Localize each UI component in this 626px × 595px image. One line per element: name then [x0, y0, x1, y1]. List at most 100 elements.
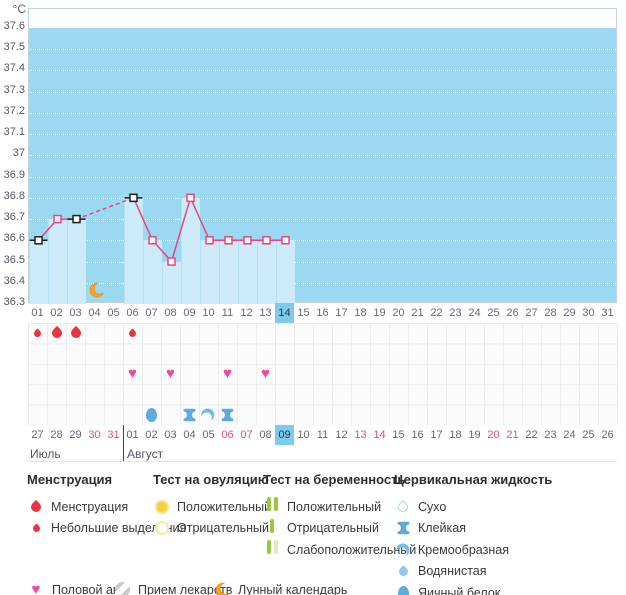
- temperature-plot-area[interactable]: [28, 8, 617, 304]
- cervical-eggwhite-icon: [397, 585, 409, 595]
- cycle-day-27[interactable]: 27: [525, 307, 538, 319]
- calendar-date-Август-16[interactable]: 16: [411, 429, 424, 441]
- cycle-day-10[interactable]: 10: [202, 307, 215, 319]
- calendar-date-Июль-28[interactable]: 28: [50, 429, 63, 441]
- cycle-day-13[interactable]: 13: [259, 307, 272, 319]
- lunar-calendar-icon: [88, 282, 106, 300]
- menstruation-day-3: [66, 323, 85, 343]
- cycle-day-22[interactable]: 22: [430, 307, 443, 319]
- temp-point-day-14[interactable]: [281, 236, 290, 245]
- temp-point-day-13[interactable]: [262, 236, 271, 245]
- temp-point-day-8[interactable]: [167, 257, 176, 266]
- cycle-day-06[interactable]: 06: [126, 307, 139, 319]
- cycle-day-16[interactable]: 16: [316, 307, 329, 319]
- cycle-day-03[interactable]: 03: [69, 307, 82, 319]
- cycle-day-28[interactable]: 28: [544, 307, 557, 319]
- cycle-day-17[interactable]: 17: [335, 307, 348, 319]
- cycle-day-07[interactable]: 07: [145, 307, 158, 319]
- calendar-date-Август-22[interactable]: 22: [525, 429, 538, 441]
- cycle-day-30[interactable]: 30: [582, 307, 595, 319]
- cycle-day-25[interactable]: 25: [487, 307, 500, 319]
- calendar-date-Июль-31[interactable]: 31: [107, 429, 120, 441]
- legend-pill-icon: [113, 582, 131, 595]
- cycle-day-21[interactable]: 21: [411, 307, 424, 319]
- calendar-date-Июль-27[interactable]: 27: [31, 429, 44, 441]
- legend-item: Водянистая: [394, 561, 552, 583]
- cycle-day-08[interactable]: 08: [164, 307, 177, 319]
- cycle-day-01[interactable]: 01: [31, 307, 44, 319]
- calendar-date-Август-25[interactable]: 25: [582, 429, 595, 441]
- cervical-sticky-icon: [221, 408, 234, 421]
- calendar-date-Август-18[interactable]: 18: [449, 429, 462, 441]
- legend-item-label: Яичный белок: [418, 585, 501, 595]
- calendar-date-Август-03[interactable]: 03: [164, 429, 177, 441]
- cycle-day-18[interactable]: 18: [354, 307, 367, 319]
- legend-egg-white-icon: [394, 585, 412, 595]
- cycle-day-11[interactable]: 11: [221, 307, 234, 319]
- cycle-day-19[interactable]: 19: [373, 307, 386, 319]
- cycle-day-04[interactable]: 04: [88, 307, 101, 319]
- calendar-date-Август-09[interactable]: 09: [275, 425, 294, 445]
- calendar-date-Август-26[interactable]: 26: [601, 429, 614, 441]
- cycle-day-23[interactable]: 23: [449, 307, 462, 319]
- calendar-date-Август-04[interactable]: 04: [183, 429, 196, 441]
- cycle-day-02[interactable]: 02: [50, 307, 63, 319]
- calendar-date-Август-05[interactable]: 05: [202, 429, 215, 441]
- calendar-date-Август-15[interactable]: 15: [392, 429, 405, 441]
- calendar-date-Август-06[interactable]: 06: [221, 429, 234, 441]
- temp-point-day-1[interactable]: [34, 236, 43, 245]
- legend-item-label: Положительный: [287, 499, 382, 514]
- calendar-date-Август-08[interactable]: 08: [259, 429, 272, 441]
- intercourse-heart-icon: ♥: [128, 365, 137, 383]
- spotting-icon: [127, 328, 138, 338]
- intercourse-day-11: ♥: [218, 364, 237, 384]
- calendar-date-Август-12[interactable]: 12: [335, 429, 348, 441]
- cervical-fluid-day-10: [199, 405, 218, 425]
- y-tick-label: 37.3: [3, 83, 25, 96]
- calendar-date-Август-01[interactable]: 01: [126, 429, 139, 441]
- cycle-day-24[interactable]: 24: [468, 307, 481, 319]
- temp-point-day-3[interactable]: [72, 214, 81, 224]
- temp-point-day-11[interactable]: [224, 236, 233, 245]
- temp-point-day-7[interactable]: [148, 236, 157, 245]
- legend-heart-icon: ♥: [27, 582, 45, 595]
- legend-item-label: Прием лекарств: [138, 582, 233, 595]
- cycle-day-12[interactable]: 12: [240, 307, 253, 319]
- calendar-date-Август-02[interactable]: 02: [145, 429, 158, 441]
- temp-point-day-9[interactable]: [186, 193, 195, 203]
- calendar-date-Август-24[interactable]: 24: [563, 429, 576, 441]
- temp-bar-day-9: [181, 197, 200, 304]
- calendar-date-Август-07[interactable]: 07: [240, 429, 253, 441]
- cervical-sticky-icon: [397, 522, 409, 535]
- legend-item-label: Клейкая: [418, 521, 466, 536]
- temperature-line[interactable]: [29, 9, 616, 302]
- temp-bar-day-8: [162, 261, 181, 304]
- calendar-date-Август-19[interactable]: 19: [468, 429, 481, 441]
- cycle-day-05[interactable]: 05: [107, 307, 120, 319]
- y-tick-label: 36.3: [3, 296, 25, 308]
- calendar-date-Август-14[interactable]: 14: [373, 429, 386, 441]
- calendar-date-Август-23[interactable]: 23: [544, 429, 557, 441]
- cycle-day-09[interactable]: 09: [183, 307, 196, 319]
- calendar-date-Июль-30[interactable]: 30: [88, 429, 101, 441]
- cycle-day-20[interactable]: 20: [392, 307, 405, 319]
- calendar-date-Август-11[interactable]: 11: [316, 429, 329, 441]
- calendar-date-Август-13[interactable]: 13: [354, 429, 367, 441]
- moon-icon: [89, 282, 104, 298]
- cycle-day-26[interactable]: 26: [506, 307, 519, 319]
- calendar-date-Август-17[interactable]: 17: [430, 429, 443, 441]
- calendar-date-Август-21[interactable]: 21: [506, 429, 519, 441]
- temp-point-day-2[interactable]: [53, 214, 62, 224]
- temp-point-day-6[interactable]: [129, 193, 138, 203]
- cycle-day-29[interactable]: 29: [563, 307, 576, 319]
- cycle-day-31[interactable]: 31: [601, 307, 614, 319]
- calendar-date-Август-10[interactable]: 10: [297, 429, 310, 441]
- cycle-day-15[interactable]: 15: [297, 307, 310, 319]
- cycle-day-14[interactable]: 14: [275, 303, 294, 323]
- calendar-date-Июль-29[interactable]: 29: [69, 429, 82, 441]
- temp-point-day-10[interactable]: [205, 236, 214, 245]
- calendar-date-Август-20[interactable]: 20: [487, 429, 500, 441]
- plot-gridline: [29, 240, 616, 242]
- legend-extra-pill: Прием лекарств: [113, 579, 232, 595]
- temp-point-day-12[interactable]: [243, 236, 252, 245]
